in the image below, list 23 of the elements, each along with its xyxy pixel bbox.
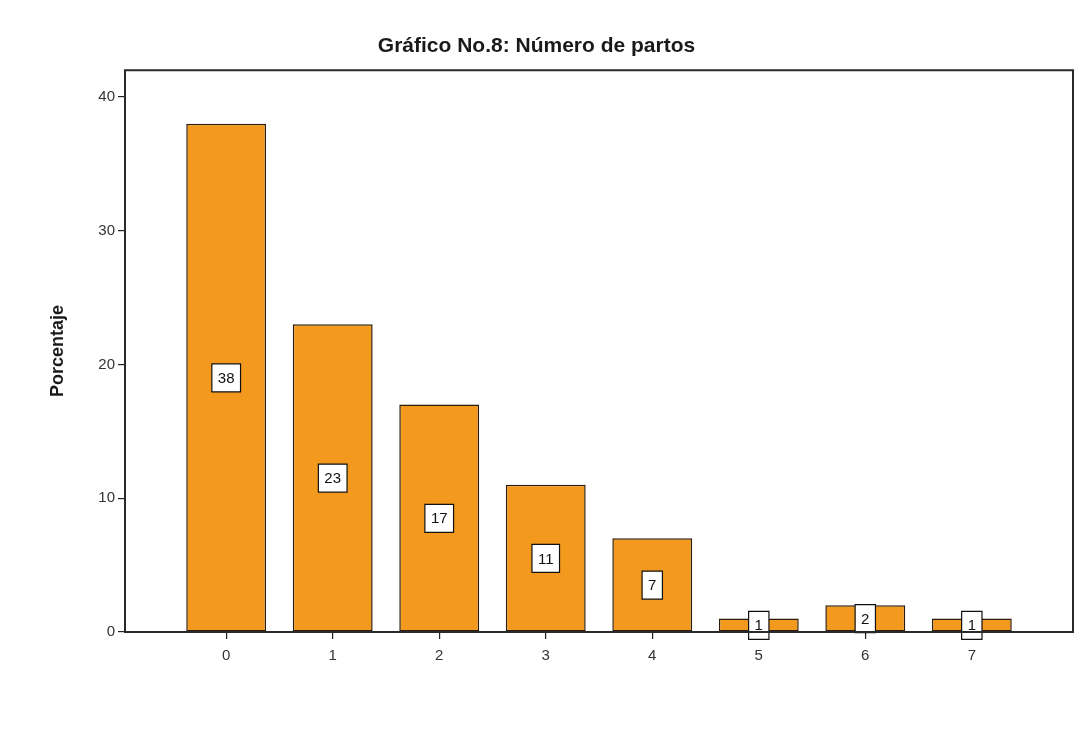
chart-title: Gráfico No.8: Número de partos (377, 33, 696, 57)
y-tick-label: 40 (98, 87, 115, 105)
data-label: 1 (754, 616, 763, 634)
x-tick-label: 0 (222, 646, 231, 664)
x-tick-label: 2 (435, 646, 444, 664)
x-tick-label: 1 (328, 646, 337, 664)
data-label: 11 (537, 549, 554, 567)
data-label: 1 (967, 616, 976, 634)
y-axis-title: Porcentaje (46, 305, 67, 398)
data-label: 7 (648, 576, 657, 594)
data-label: 38 (217, 368, 235, 386)
x-tick-label: 5 (754, 646, 763, 664)
y-tick-label: 20 (98, 354, 115, 372)
data-label: 2 (861, 609, 870, 627)
x-tick-label: 6 (861, 646, 870, 664)
x-tick-label: 7 (967, 646, 976, 664)
x-tick-label: 4 (648, 646, 657, 664)
y-tick-label: 30 (98, 220, 115, 238)
data-label: 17 (430, 509, 448, 527)
data-label: 23 (324, 469, 342, 487)
y-tick-label: 0 (106, 622, 115, 640)
x-tick-label: 3 (541, 646, 550, 664)
y-tick-label: 10 (98, 488, 115, 506)
